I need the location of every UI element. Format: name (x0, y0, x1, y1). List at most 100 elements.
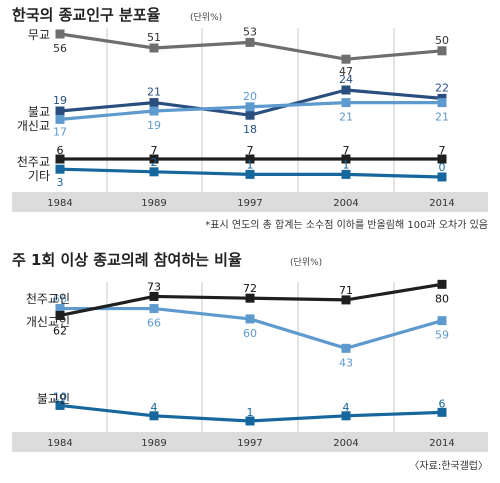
x-tick-label: 1984 (47, 438, 72, 449)
data-point (55, 400, 65, 410)
data-label: 19 (147, 119, 161, 132)
data-label: 1 (247, 406, 254, 419)
series-label: 불교 (28, 105, 50, 119)
data-label: 7 (247, 144, 254, 157)
data-point (55, 304, 65, 314)
data-label: 22 (435, 81, 449, 94)
data-label: 2 (151, 156, 158, 169)
data-point (437, 407, 447, 417)
data-point (437, 46, 447, 56)
data-label: 17 (53, 125, 67, 138)
data-label: 50 (435, 34, 449, 47)
x-tick-label: 2014 (429, 198, 454, 209)
data-label: 1 (343, 158, 350, 171)
data-label: 47 (339, 65, 353, 78)
data-label: 3 (57, 176, 64, 189)
series-label: 불교인 (37, 392, 70, 406)
data-point (341, 98, 351, 108)
series-label: 천주교 (17, 154, 50, 169)
series-천주교: 6 7 7 7 7 천주교 (17, 144, 447, 169)
chart1-gridlines (106, 28, 395, 212)
data-label: 1 (247, 158, 254, 171)
data-point (55, 164, 65, 174)
x-tick-label: 1984 (47, 198, 72, 209)
data-label: 6 (439, 397, 446, 410)
data-point (245, 416, 255, 426)
x-tick-label: 2004 (333, 438, 358, 449)
x-tick-label: 1989 (141, 438, 166, 449)
data-label: 72 (243, 282, 257, 295)
data-label: 18 (243, 123, 257, 136)
data-point (437, 154, 447, 164)
chart1-axis-band (12, 192, 488, 212)
data-point (437, 279, 447, 289)
data-label: 20 (243, 90, 257, 103)
data-label: 71 (339, 284, 353, 297)
data-label: 0 (439, 161, 446, 174)
data-point (245, 37, 255, 47)
data-label: 21 (147, 86, 161, 99)
data-point (55, 154, 65, 164)
data-point (149, 411, 159, 421)
data-point (149, 304, 159, 314)
data-label: 7 (151, 144, 158, 157)
data-label: 60 (243, 327, 257, 340)
chart1-note: *표시 연도의 총 합계는 소수점 이하를 반올림해 100과 오차가 있음 (205, 218, 488, 231)
data-label: 59 (435, 329, 449, 342)
data-label: 62 (53, 324, 67, 337)
data-point (437, 172, 447, 182)
chart2-axis-band (12, 432, 488, 452)
data-point (55, 310, 65, 320)
chart2-title: 주 1회 이상 종교의례 참여하는 비율 (12, 251, 242, 269)
data-point (245, 293, 255, 303)
data-label: 21 (339, 111, 353, 124)
data-point (55, 114, 65, 124)
data-label: 7 (343, 144, 350, 157)
series-label: 기타 (28, 169, 50, 183)
data-label: 10 (53, 390, 67, 403)
data-label: 4 (343, 401, 350, 414)
series-기타: 3 2 1 1 0 기타 (28, 156, 447, 189)
data-label: 73 (147, 280, 161, 293)
data-point (149, 98, 159, 108)
data-label: 24 (339, 73, 353, 86)
data-point (55, 106, 65, 116)
chart1-unit: (단위%) (190, 12, 222, 23)
data-point (149, 106, 159, 116)
chart2-series: 66 66 60 43 59 천주교인 62 73 72 71 80 개신교인 10 4 1 4 6 불교인 (26, 279, 449, 426)
data-point (341, 411, 351, 421)
data-point (245, 314, 255, 324)
x-tick-label: 1997 (237, 438, 262, 449)
series-천주교인: 66 66 60 43 59 천주교인 (26, 291, 449, 369)
series-무교: 56 51 53 47 50 무교 (28, 25, 449, 78)
series-label: 개신교 (17, 119, 50, 133)
data-point (245, 102, 255, 112)
data-point (245, 110, 255, 120)
series-불교: 19 21 18 24 22 불교 (28, 73, 449, 136)
data-label: 43 (339, 356, 353, 369)
data-point (341, 343, 351, 353)
series-label: 무교 (28, 28, 50, 42)
data-label: 53 (243, 25, 257, 38)
data-label: 4 (151, 401, 158, 414)
data-label: 66 (53, 293, 67, 306)
data-point (245, 169, 255, 179)
x-tick-label: 1997 (237, 198, 262, 209)
data-point (341, 54, 351, 64)
data-point (149, 43, 159, 53)
x-tick-label: 2014 (429, 438, 454, 449)
data-point (341, 295, 351, 305)
data-label: 6 (57, 144, 64, 157)
series-label: 개신교인 (26, 315, 70, 329)
data-label: 51 (147, 31, 161, 44)
series-label: 천주교인 (26, 291, 70, 306)
data-point (149, 167, 159, 177)
data-point (341, 154, 351, 164)
series-개신교: 17 19 20 21 21 개신교 (17, 90, 449, 139)
data-label: 56 (53, 42, 67, 55)
series-개신교인: 62 73 72 71 80 개신교인 (26, 279, 449, 337)
chart1-x-ticks: 1984 1989 1997 2004 2014 (47, 198, 454, 209)
data-point (149, 154, 159, 164)
